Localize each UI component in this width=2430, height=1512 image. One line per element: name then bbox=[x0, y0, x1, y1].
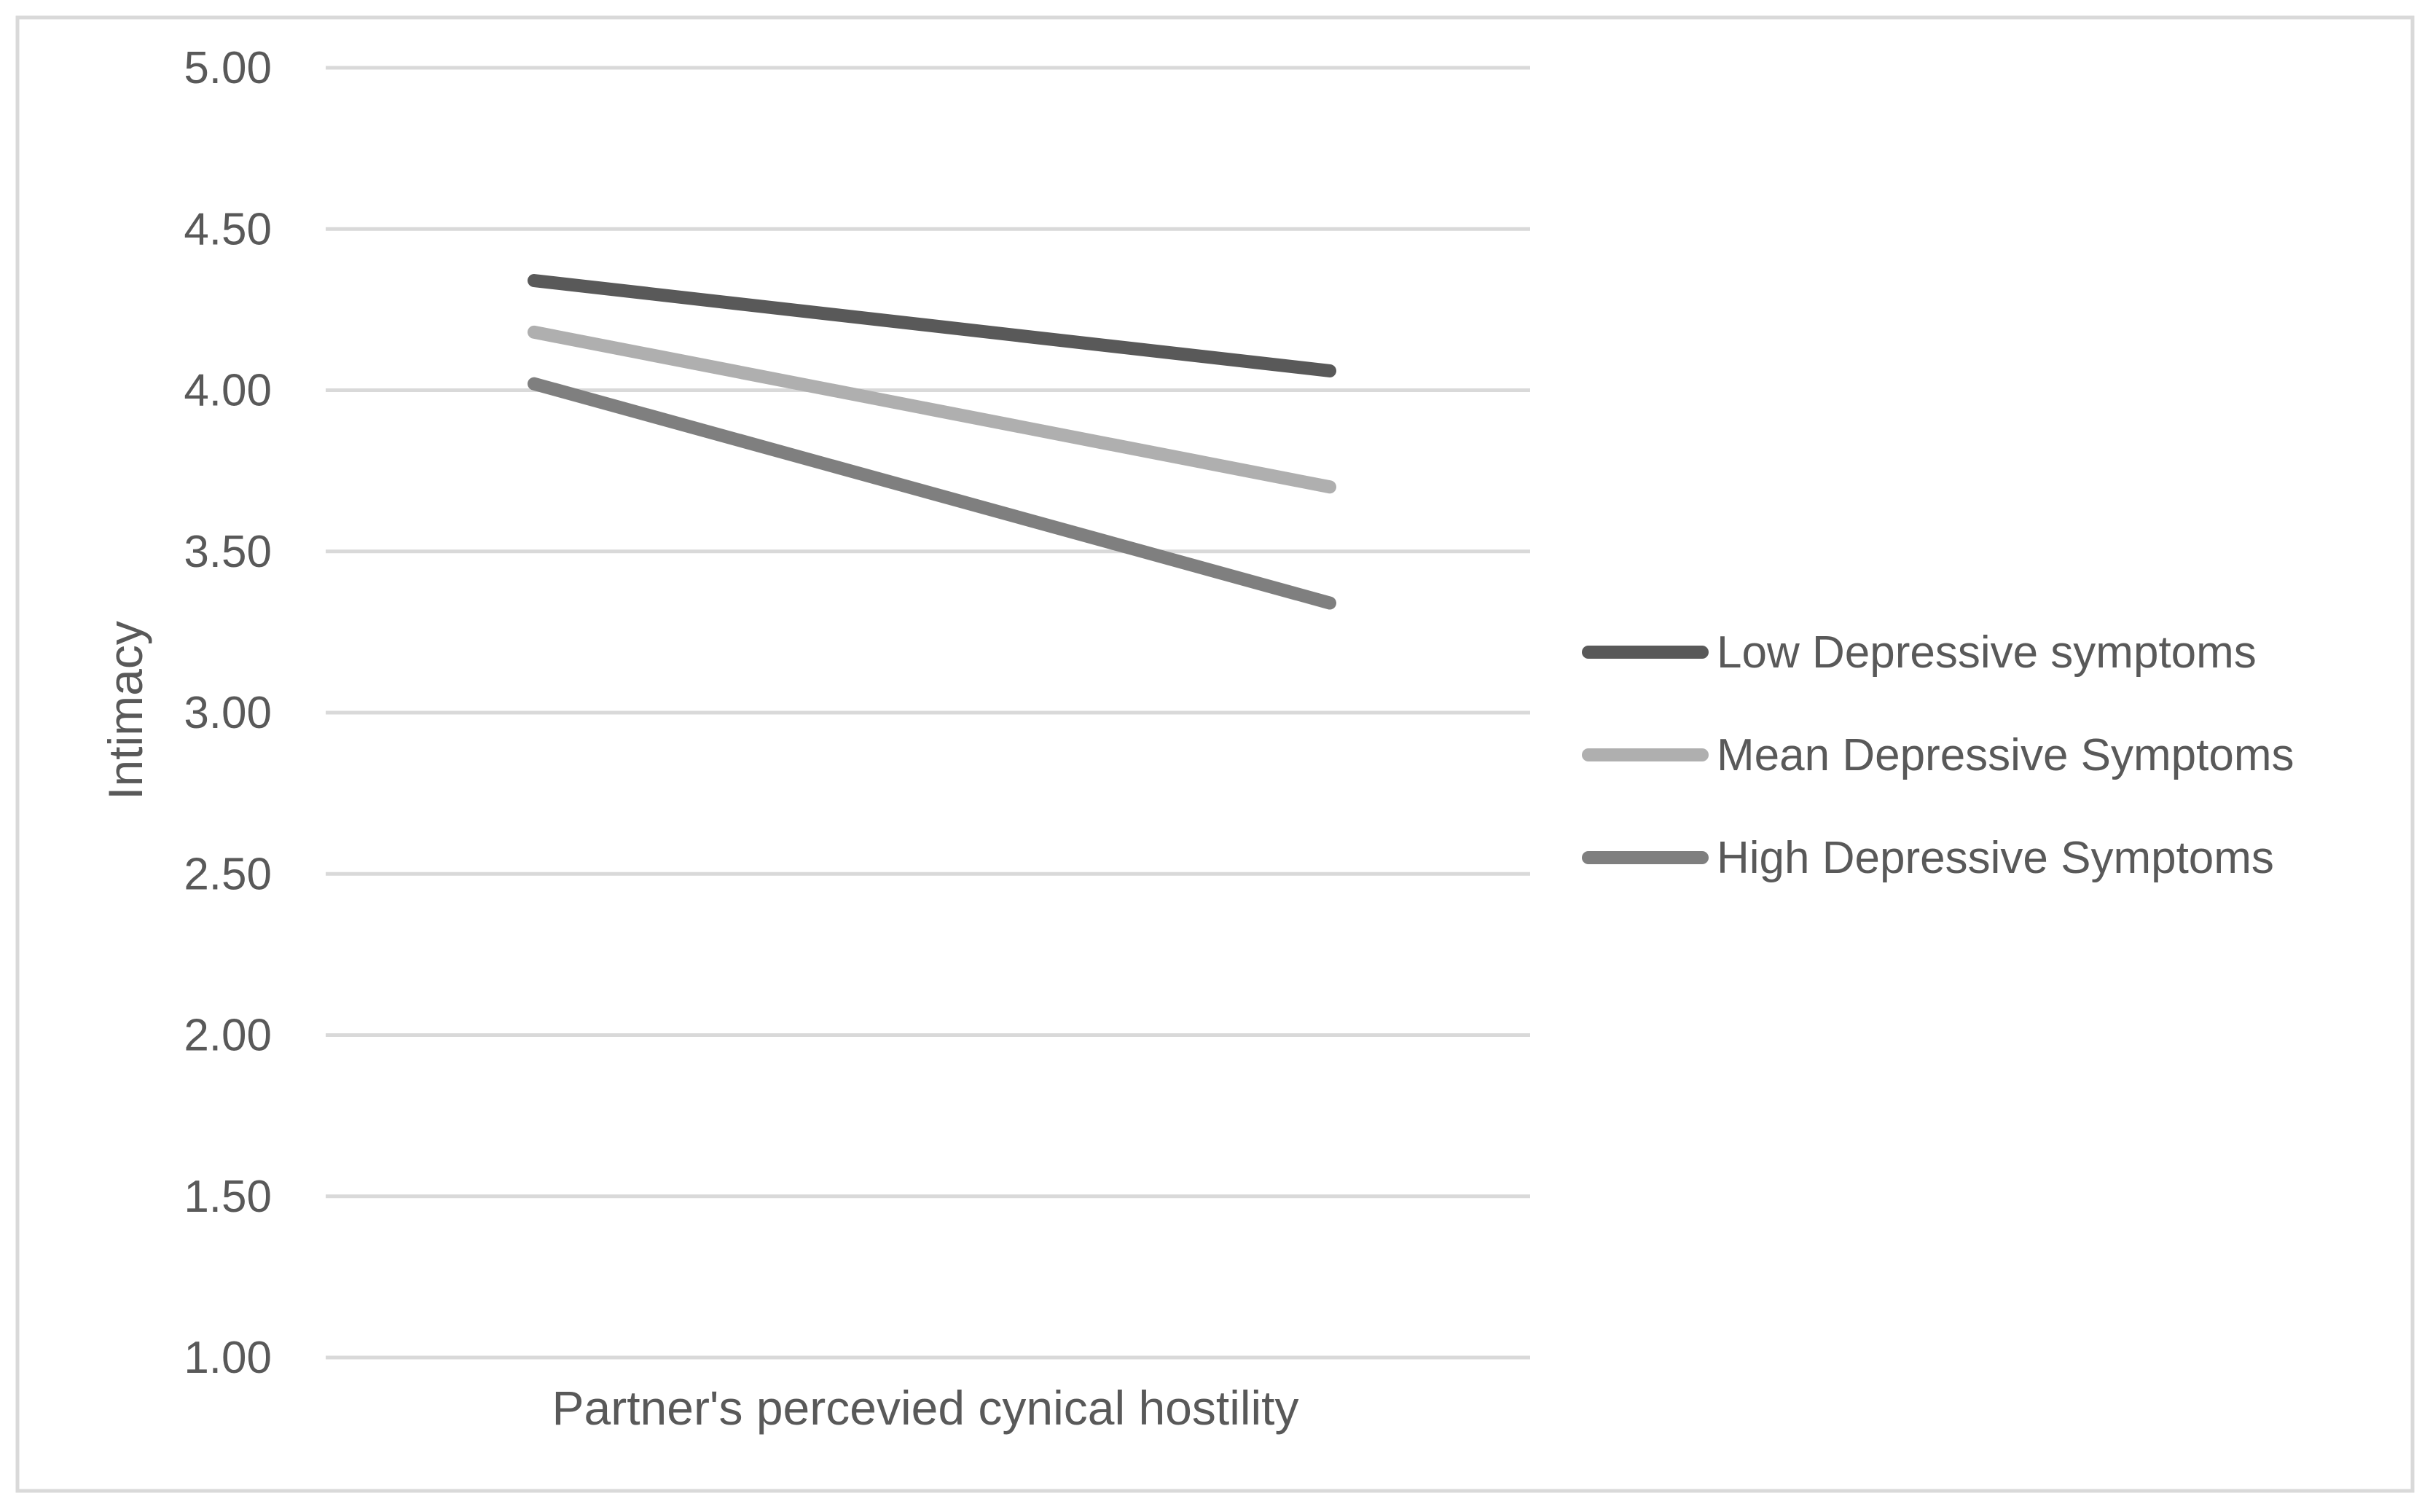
legend-label: Mean Depressive Symptoms bbox=[1717, 730, 2294, 780]
y-tick-label: 1.00 bbox=[184, 1333, 272, 1383]
series-lines bbox=[528, 274, 1336, 610]
gridlines bbox=[326, 66, 1530, 1360]
y-tick-label: 4.00 bbox=[184, 366, 272, 416]
y-tick-label: 3.00 bbox=[184, 688, 272, 738]
series-line bbox=[528, 274, 1336, 377]
y-tick-label: 1.50 bbox=[184, 1172, 272, 1222]
y-tick-label: 3.50 bbox=[184, 527, 272, 577]
y-tick-label: 2.00 bbox=[184, 1011, 272, 1061]
y-tick-label: 4.50 bbox=[184, 204, 272, 254]
chart-border bbox=[15, 15, 2415, 1493]
y-tick-label: 5.00 bbox=[184, 43, 272, 93]
legend: Low Depressive symptoms Mean Depressive S… bbox=[1582, 627, 2294, 883]
y-tick-label: 2.50 bbox=[184, 849, 272, 899]
y-axis-title: Intimacy bbox=[98, 621, 152, 800]
x-axis-title: Partner's percevied cynical hostility bbox=[552, 1381, 1298, 1435]
series-line bbox=[528, 377, 1336, 610]
y-axis-tick-labels: 1.00 1.50 2.00 2.50 3.00 3.50 4.00 4.50 5.00 bbox=[184, 43, 272, 1383]
series-line bbox=[528, 325, 1336, 494]
legend-label: Low Depressive symptoms bbox=[1717, 627, 2257, 678]
legend-label: High Depressive Symptoms bbox=[1717, 833, 2274, 883]
